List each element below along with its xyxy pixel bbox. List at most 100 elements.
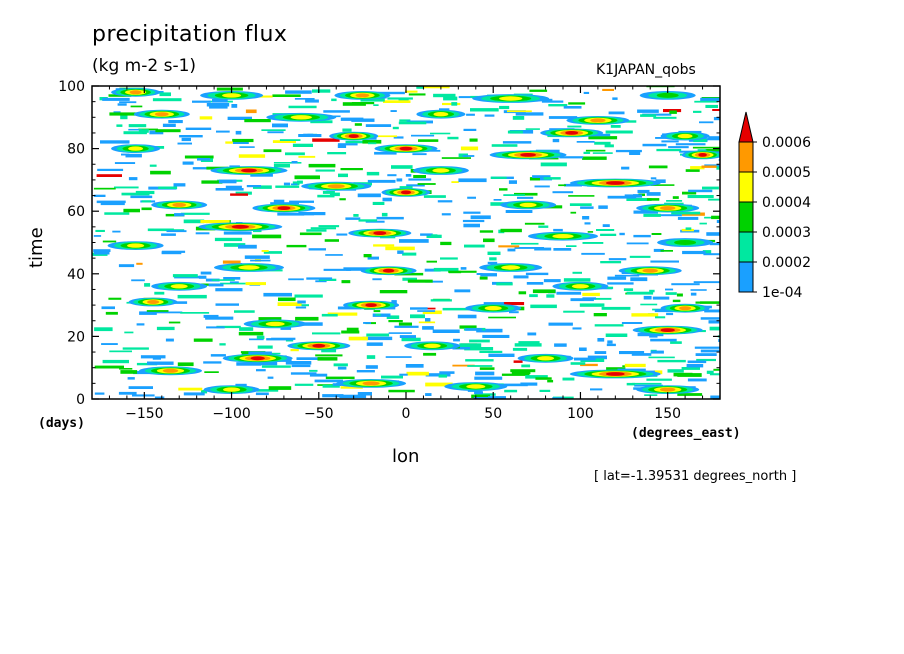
precip-streak <box>655 316 666 319</box>
precip-streak <box>367 179 396 183</box>
precip-feature <box>348 134 359 139</box>
precip-streak <box>479 230 494 233</box>
precip-streak <box>646 198 660 201</box>
precip-streak <box>294 98 315 100</box>
precip-streak <box>426 260 437 263</box>
precip-streak <box>626 198 652 201</box>
precip-streak <box>467 390 482 392</box>
precip-feature <box>677 133 693 139</box>
precip-streak <box>629 255 651 258</box>
precip-streak <box>695 353 717 356</box>
precip-streak <box>650 260 679 263</box>
precip-feature <box>656 92 679 98</box>
precip-streak <box>285 361 312 365</box>
precip-streak <box>128 386 153 389</box>
precip-streak <box>244 119 271 123</box>
precip-streak <box>423 352 437 356</box>
precip-streak <box>182 161 194 165</box>
precip-streak <box>238 244 257 249</box>
precip-streak <box>462 219 485 223</box>
precip-streak <box>690 166 705 170</box>
precip-streak <box>716 220 720 223</box>
precip-streak <box>693 110 702 113</box>
precip-streak <box>642 113 672 116</box>
precip-streak <box>227 116 252 120</box>
precip-streak <box>147 361 174 365</box>
precip-streak <box>257 345 273 349</box>
precip-feature <box>537 356 555 361</box>
precip-streaks <box>92 86 720 399</box>
precip-streak <box>362 336 393 341</box>
precip-streak <box>372 313 391 317</box>
precip-streak <box>288 105 317 109</box>
precip-feature <box>660 206 676 211</box>
precip-streak <box>648 356 675 359</box>
precip-streak <box>141 207 152 211</box>
precip-streak <box>128 124 147 128</box>
precip-streak <box>267 376 274 379</box>
precip-feature <box>147 300 160 304</box>
precip-streak <box>338 173 348 178</box>
precip-streak <box>581 252 605 255</box>
precip-streak <box>162 123 176 127</box>
precip-streak <box>132 394 155 397</box>
precip-streak <box>529 177 540 181</box>
precip-streak <box>633 234 651 238</box>
precip-streak <box>453 338 460 342</box>
precip-streak <box>297 322 323 326</box>
precip-streak <box>543 279 561 283</box>
precip-streak <box>563 310 585 313</box>
precip-streak <box>430 132 451 135</box>
precip-streak <box>556 291 582 295</box>
precip-streak <box>451 181 459 183</box>
precip-streak <box>357 392 372 396</box>
precip-streak <box>587 355 607 360</box>
precip-streak <box>469 138 478 142</box>
precip-streak <box>264 352 281 355</box>
precip-feature <box>590 118 606 123</box>
precip-streak <box>423 86 450 89</box>
precip-streak <box>657 359 686 363</box>
precip-feature <box>223 387 241 392</box>
precip-streak <box>637 333 664 337</box>
precip-streak <box>215 303 239 306</box>
precip-streak <box>406 184 425 187</box>
precip-streak <box>119 101 137 104</box>
precip-streak <box>699 121 714 124</box>
precip-streak <box>204 371 219 373</box>
precip-streak <box>408 93 426 96</box>
precip-streak <box>653 116 677 119</box>
precip-streak <box>463 128 477 131</box>
colorbar-label: 0.0005 <box>762 165 811 181</box>
precip-streak <box>195 232 210 235</box>
precip-streak <box>442 307 472 311</box>
precip-streak <box>105 311 118 315</box>
precip-streak <box>365 220 385 223</box>
precip-streak <box>548 322 573 326</box>
precip-streak <box>480 273 497 277</box>
precip-streak <box>366 342 383 346</box>
precip-streak <box>608 111 625 115</box>
precip-streak <box>412 153 427 156</box>
precip-streak <box>272 94 301 97</box>
precip-streak <box>588 133 611 137</box>
precip-streak <box>508 180 517 184</box>
precip-streak <box>594 351 607 354</box>
precip-streak <box>405 364 424 368</box>
precip-streak <box>405 90 418 93</box>
precip-streak <box>473 397 501 399</box>
colorbar-swatch <box>738 231 754 263</box>
precip-streak <box>677 216 699 220</box>
precip-streak <box>398 322 412 326</box>
precip-streak <box>513 360 523 363</box>
precip-streak <box>582 292 600 297</box>
precip-streak <box>285 339 294 342</box>
precip-streak <box>706 232 720 236</box>
precip-feature <box>238 265 260 270</box>
precip-feature <box>128 146 144 151</box>
precip-streak <box>139 311 157 315</box>
precip-streak <box>532 175 551 178</box>
precip-streak <box>606 367 626 371</box>
x-tick-label: 100 <box>567 406 594 422</box>
